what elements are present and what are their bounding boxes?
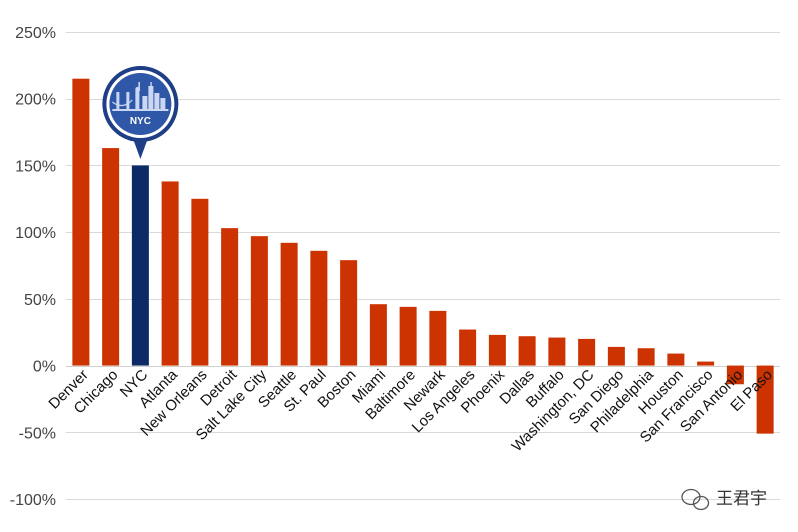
y-tick-label: 150% xyxy=(15,158,56,175)
y-tick-label: 50% xyxy=(24,292,56,309)
badge-label: NYC xyxy=(130,116,151,127)
grid-layer xyxy=(66,32,780,500)
y-tick-label: 200% xyxy=(15,92,56,109)
bar-san-francisco xyxy=(697,361,715,366)
bar-phoenix xyxy=(488,334,506,366)
bar-san-antonio xyxy=(726,365,744,385)
wechat-icon xyxy=(681,488,710,511)
watermark-text: 王君宇 xyxy=(716,489,767,509)
bar-miami xyxy=(369,304,387,366)
y-tick-label: 250% xyxy=(15,25,56,42)
bar-boston xyxy=(340,260,358,366)
bar-washington-dc xyxy=(578,338,596,366)
y-tick-label: -50% xyxy=(19,425,56,442)
bar-atlanta xyxy=(161,181,179,366)
y-tick-label: -100% xyxy=(10,492,56,509)
bars-layer xyxy=(72,78,774,434)
nyc-badge: NYC xyxy=(102,66,179,159)
bar-chicago xyxy=(102,148,120,366)
nyc-skyline-icon xyxy=(112,82,169,111)
bar-st-paul xyxy=(310,250,328,366)
bar-detroit xyxy=(221,228,239,366)
y-tick-label: 100% xyxy=(15,225,56,242)
bar-newark xyxy=(429,310,447,366)
bar-los-angeles xyxy=(459,329,477,366)
bar-san-diego xyxy=(607,346,625,366)
bar-salt-lake-city xyxy=(250,236,268,366)
bar-buffalo xyxy=(548,337,566,366)
badge-pointer xyxy=(132,137,149,159)
bar-el-paso xyxy=(756,365,774,434)
y-tick-labels: -100% -50% 0% 50% 100% 150% 200% 250% xyxy=(10,25,56,509)
bar-nyc xyxy=(131,165,149,366)
bar-houston xyxy=(667,353,685,366)
bar-dallas xyxy=(518,336,536,366)
watermark: 王君宇 xyxy=(681,488,767,511)
y-tick-label: 0% xyxy=(33,359,56,376)
bar-seattle xyxy=(280,242,298,366)
bar-denver xyxy=(72,78,90,366)
bar-new-orleans xyxy=(191,198,209,366)
badge-inner xyxy=(109,73,172,135)
bar-philadelphia xyxy=(637,348,655,366)
bar-baltimore xyxy=(399,306,417,366)
